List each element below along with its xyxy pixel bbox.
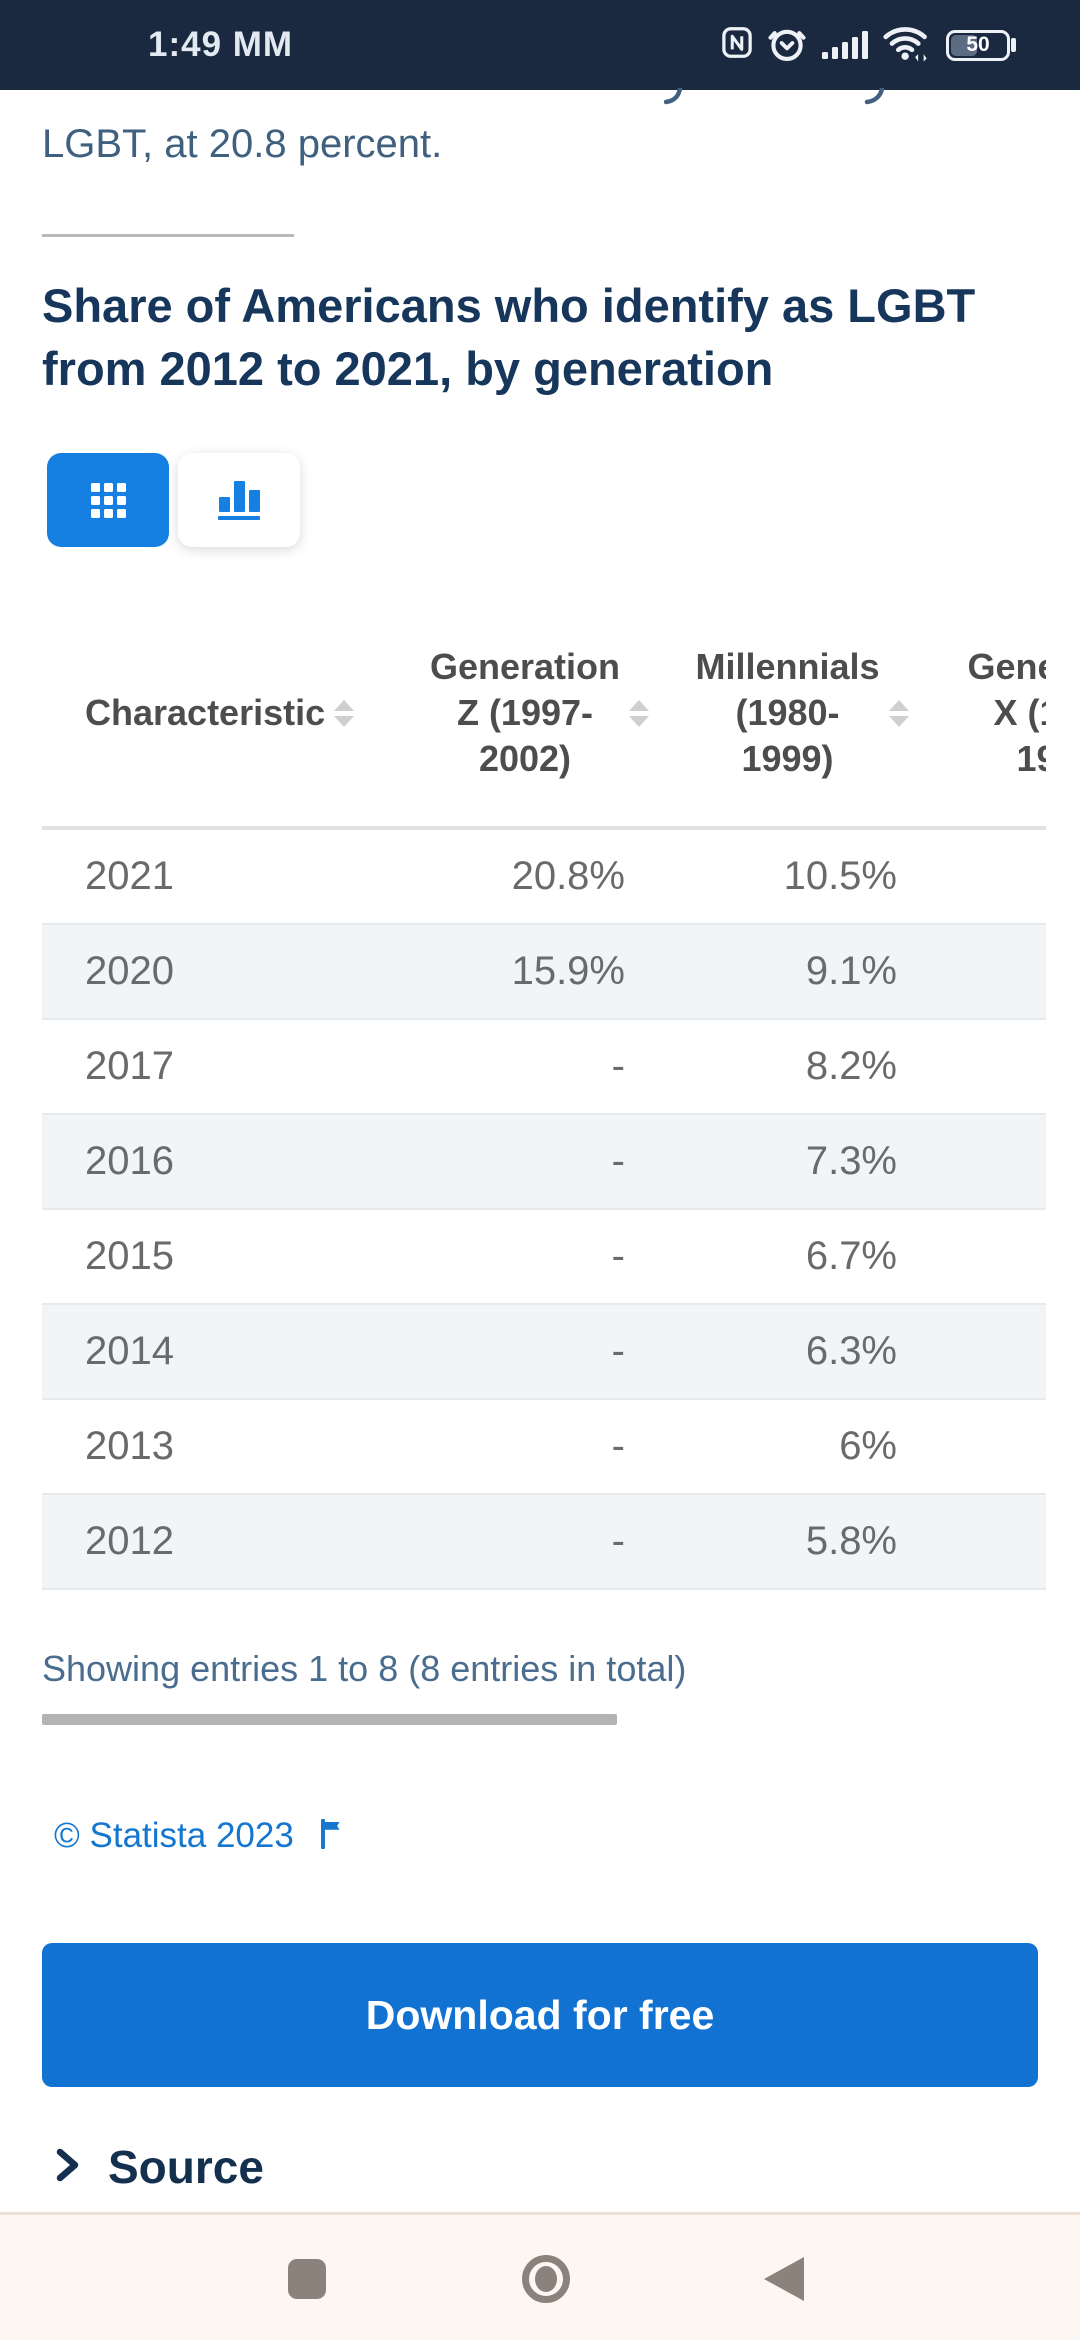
sort-icon[interactable] bbox=[888, 699, 909, 727]
cell-millennials: 6.3% bbox=[805, 1329, 897, 1373]
cell-millennials: 10.5% bbox=[783, 854, 897, 898]
back-button[interactable] bbox=[764, 2257, 804, 2301]
chart-view-button[interactable] bbox=[178, 453, 300, 547]
cell-year: 2017 bbox=[85, 1044, 174, 1088]
alarm-icon bbox=[766, 24, 808, 67]
cell-year: 2013 bbox=[85, 1424, 174, 1468]
status-bar: 1:49 MM 50 bbox=[0, 0, 1080, 90]
cell-millennials: 7.3% bbox=[805, 1139, 897, 1183]
cell-year: 2015 bbox=[85, 1234, 174, 1278]
cell-year: 2012 bbox=[85, 1519, 174, 1563]
cell-year: 2014 bbox=[85, 1329, 174, 1373]
entries-summary: Showing entries 1 to 8 (8 entries in tot… bbox=[42, 1648, 687, 1689]
cell-gen-z: - bbox=[611, 1044, 625, 1088]
wifi-icon bbox=[882, 23, 932, 68]
view-toggle-group bbox=[47, 453, 300, 547]
table-row: 2012 - 5.8% bbox=[42, 1495, 1046, 1590]
download-button[interactable]: Download for free bbox=[42, 1943, 1038, 2087]
clock-time: 1:49 MM bbox=[148, 25, 294, 64]
cell-year: 2016 bbox=[85, 1139, 174, 1183]
home-button-dot bbox=[535, 2266, 557, 2292]
cell-millennials: 6.7% bbox=[805, 1234, 897, 1278]
table-row: 2013 - 6% bbox=[42, 1400, 1046, 1495]
sort-icon[interactable] bbox=[334, 699, 355, 727]
cell-gen-z: 20.8% bbox=[511, 854, 625, 898]
section-divider bbox=[42, 234, 294, 237]
status-icons: 50 bbox=[722, 0, 1016, 90]
table-row: 2015 - 6.7% bbox=[42, 1210, 1046, 1305]
battery-icon: 50 bbox=[946, 29, 1016, 61]
cell-millennials: 6% bbox=[839, 1424, 897, 1468]
cell-gen-z: - bbox=[611, 1329, 625, 1373]
download-button-label: Download for free bbox=[365, 1991, 715, 2038]
table-row: 2017 - 8.2% bbox=[42, 1020, 1046, 1115]
clipped-text-descender bbox=[864, 88, 885, 105]
column-header-gen-x[interactable]: Generation X (1965- 1979) bbox=[967, 646, 1046, 779]
home-button[interactable] bbox=[522, 2255, 570, 2303]
bar-chart-icon bbox=[218, 480, 260, 520]
cell-gen-z: 15.9% bbox=[511, 949, 625, 993]
cell-gen-z: - bbox=[611, 1519, 625, 1563]
table-row: 2020 15.9% 9.1% bbox=[42, 925, 1046, 1020]
cell-gen-z: - bbox=[611, 1139, 625, 1183]
column-header-millennials[interactable]: Millennials (1980- 1999) bbox=[667, 600, 937, 826]
battery-percent: 50 bbox=[966, 33, 990, 56]
column-header-gen-z[interactable]: Generation Z (1997- 2002) bbox=[412, 600, 667, 826]
cell-millennials: 8.2% bbox=[805, 1044, 897, 1088]
source-label: Source bbox=[108, 2141, 264, 2193]
copyright-link[interactable]: © Statista 2023 bbox=[54, 1816, 294, 1855]
intro-paragraph-partial: LGBT, at 20.8 percent. bbox=[42, 122, 443, 166]
table-row: 2014 - 6.3% bbox=[42, 1305, 1046, 1400]
chevron-right-icon bbox=[52, 2146, 82, 2189]
report-flag-icon[interactable] bbox=[320, 1818, 344, 1854]
sort-icon[interactable] bbox=[629, 699, 650, 727]
data-table: Characteristic Generation Z (1997- 2002)… bbox=[42, 600, 1046, 1590]
data-table-viewport[interactable]: Characteristic Generation Z (1997- 2002)… bbox=[42, 600, 1046, 1594]
table-view-button[interactable] bbox=[47, 453, 169, 547]
battery-nub bbox=[1011, 38, 1016, 52]
table-header-row: Characteristic Generation Z (1997- 2002)… bbox=[42, 600, 1046, 830]
clipped-text-descender bbox=[664, 88, 683, 105]
nfc-icon bbox=[722, 26, 752, 64]
cell-millennials: 9.1% bbox=[805, 949, 897, 993]
signal-icon bbox=[822, 31, 868, 59]
recents-button[interactable] bbox=[288, 2259, 326, 2299]
column-header-characteristic[interactable]: Characteristic bbox=[42, 600, 412, 826]
scrollbar-thumb[interactable] bbox=[42, 1714, 617, 1725]
table-grid-icon bbox=[90, 482, 126, 518]
source-accordion[interactable]: Source bbox=[52, 2140, 264, 2194]
cell-year: 2020 bbox=[85, 949, 174, 993]
cell-millennials: 5.8% bbox=[805, 1519, 897, 1563]
android-navigation-bar bbox=[0, 2212, 1080, 2340]
page-title: Share of Americans who identify as LGBT … bbox=[42, 279, 976, 395]
table-row: 2016 - 7.3% bbox=[42, 1115, 1046, 1210]
battery-fill bbox=[951, 34, 977, 56]
horizontal-scrollbar[interactable] bbox=[42, 1714, 1046, 1725]
table-row: 2021 20.8% 10.5% bbox=[42, 830, 1046, 925]
cell-year: 2021 bbox=[85, 854, 174, 898]
cell-gen-z: - bbox=[611, 1424, 625, 1468]
cell-gen-z: - bbox=[611, 1234, 625, 1278]
